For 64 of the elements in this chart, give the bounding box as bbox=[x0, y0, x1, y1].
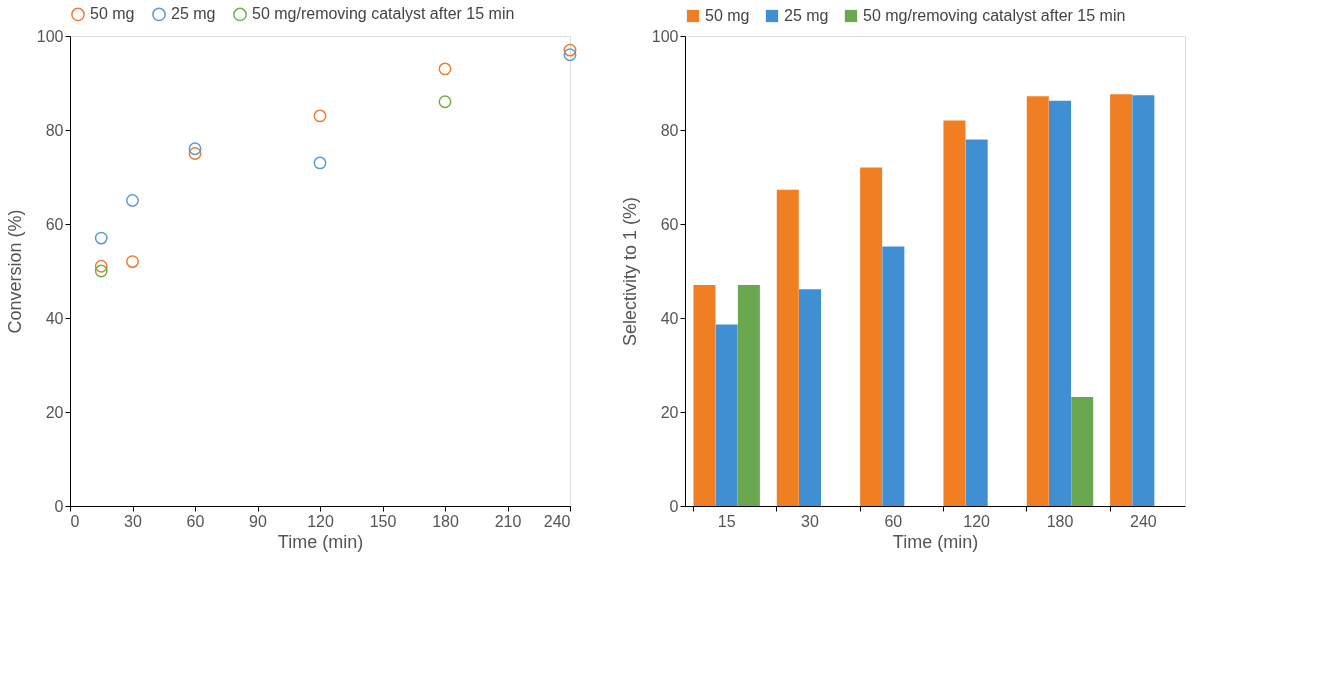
bar bbox=[799, 289, 821, 506]
legend-label: 50 mg bbox=[705, 7, 750, 24]
x-tick-label: 210 bbox=[494, 512, 522, 530]
legend-label: 25 mg bbox=[171, 5, 216, 23]
bar bbox=[693, 285, 716, 506]
x-tick-label: 120 bbox=[963, 512, 991, 530]
point bbox=[126, 194, 139, 207]
y-tick-label: 100 bbox=[651, 27, 679, 45]
bar bbox=[1026, 96, 1049, 506]
bar bbox=[965, 139, 988, 506]
x-tick-label: 240 bbox=[543, 512, 571, 530]
y-axis-title: Conversion (%) bbox=[4, 209, 25, 334]
point bbox=[438, 62, 452, 76]
x-tick-label: 120 bbox=[307, 512, 334, 530]
bar bbox=[1110, 94, 1133, 506]
bar bbox=[715, 324, 738, 506]
x-tick-label: 15 bbox=[717, 512, 736, 530]
bar bbox=[860, 167, 883, 506]
point bbox=[188, 142, 202, 156]
y-axis-title: Selectivity to 1 (%) bbox=[619, 196, 640, 347]
y-tick-label: 60 bbox=[660, 215, 679, 233]
legend-label: 50 mg/removing catalyst after 15 min bbox=[863, 7, 1126, 24]
x-tick-label: 180 bbox=[432, 512, 459, 530]
y-tick-label: 20 bbox=[660, 403, 679, 421]
y-tick-label: 80 bbox=[660, 121, 679, 139]
bar bbox=[1132, 95, 1155, 506]
x-tick-label: 0 bbox=[70, 512, 80, 530]
y-tick-label: 60 bbox=[45, 215, 64, 233]
y-tick-label: 40 bbox=[660, 309, 679, 327]
point bbox=[563, 48, 577, 62]
bar bbox=[882, 246, 905, 506]
legend-label: 50 mg bbox=[90, 5, 135, 23]
point bbox=[94, 259, 108, 273]
point bbox=[313, 156, 327, 170]
legend-label: 25 mg bbox=[784, 7, 829, 24]
x-tick-label: 30 bbox=[124, 512, 142, 530]
x-tick-label: 30 bbox=[801, 512, 819, 530]
x-tick-label: 180 bbox=[1046, 512, 1074, 530]
y-tick-label: 0 bbox=[669, 497, 679, 515]
point bbox=[126, 255, 139, 269]
x-tick-label: 150 bbox=[369, 512, 397, 530]
y-tick-label: 40 bbox=[45, 309, 64, 327]
y-tick-label: 80 bbox=[45, 121, 64, 139]
y-tick-label: 20 bbox=[45, 403, 64, 421]
x-axis-title: Time (min) bbox=[277, 531, 364, 552]
x-tick-label: 60 bbox=[884, 512, 903, 530]
point bbox=[313, 109, 327, 123]
bar bbox=[737, 285, 760, 506]
x-tick-label: 240 bbox=[1129, 512, 1157, 530]
x-tick-label: 60 bbox=[186, 512, 205, 530]
bar bbox=[776, 189, 799, 506]
point bbox=[94, 264, 108, 278]
bar bbox=[1071, 396, 1094, 506]
point bbox=[188, 147, 202, 160]
x-tick-label: 90 bbox=[249, 512, 267, 530]
point bbox=[94, 231, 108, 245]
y-tick-label: 0 bbox=[54, 497, 64, 515]
legend-label: 50 mg/removing catalyst after 15 min bbox=[252, 5, 515, 23]
x-axis-title: Time (min) bbox=[892, 531, 979, 552]
y-tick-label: 100 bbox=[36, 27, 64, 45]
point bbox=[438, 95, 452, 109]
bar bbox=[943, 120, 966, 506]
point bbox=[563, 43, 577, 57]
bar bbox=[1049, 100, 1071, 506]
